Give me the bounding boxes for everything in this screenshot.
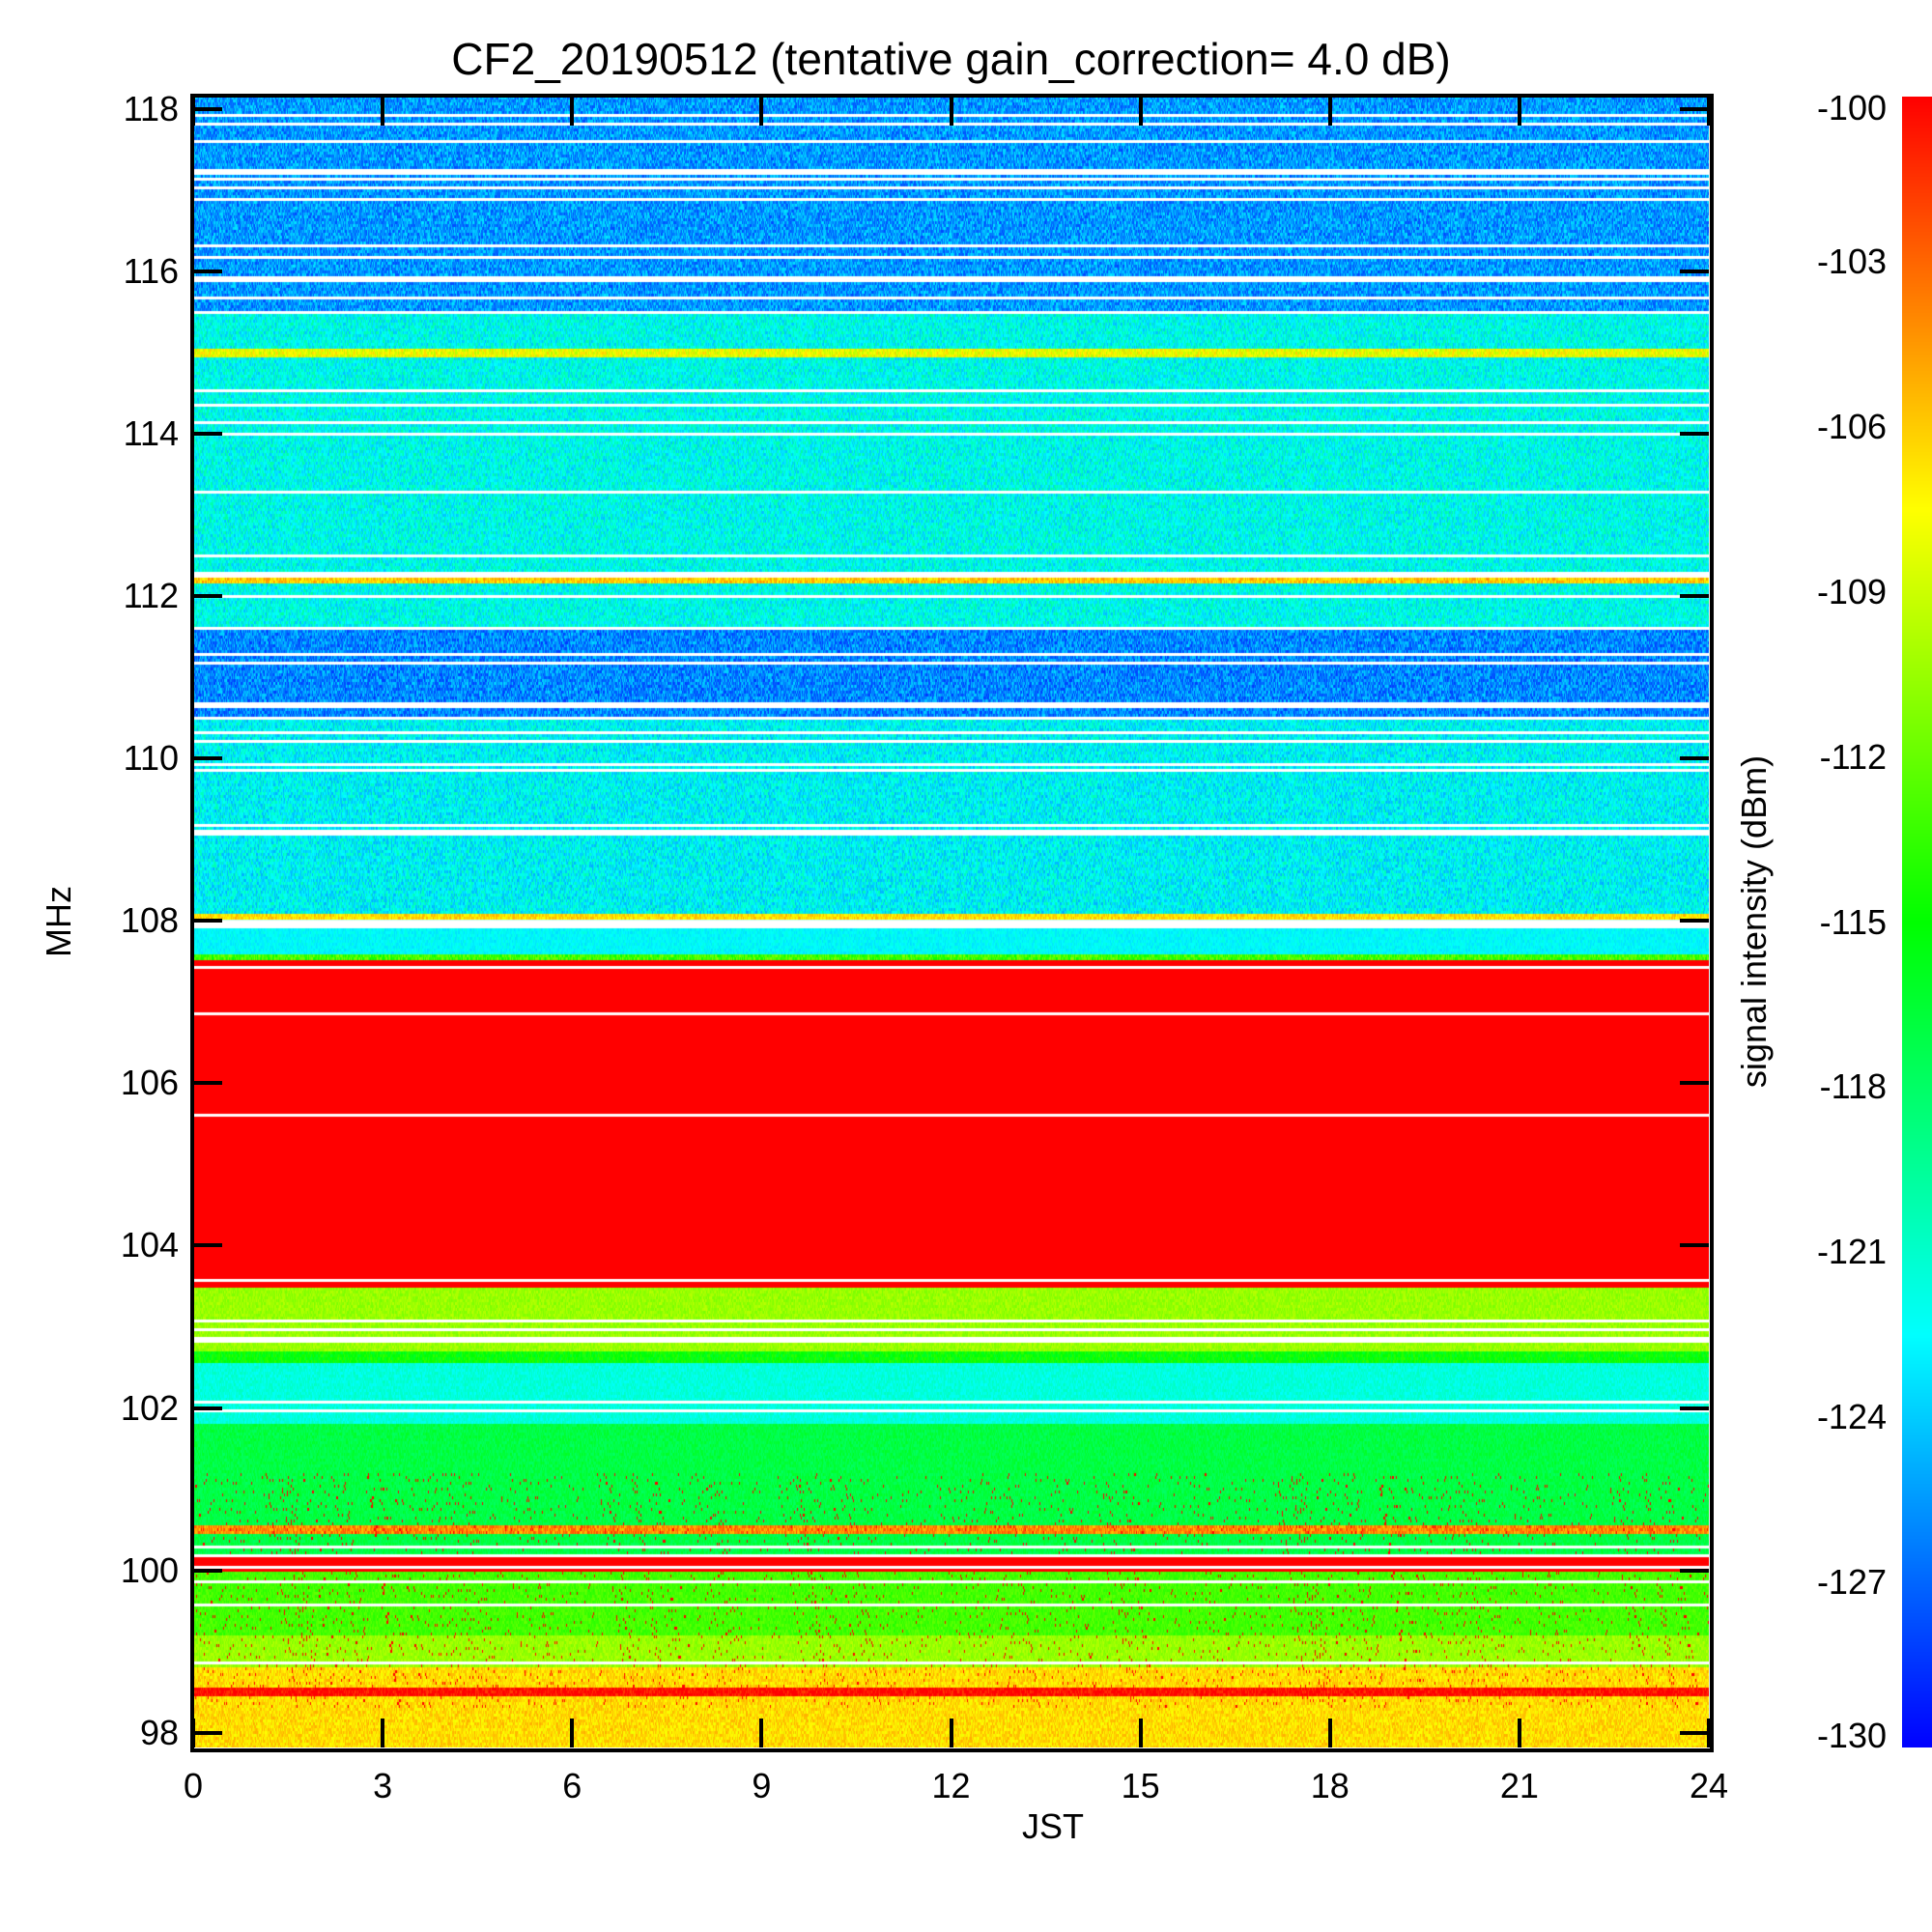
y-tick-left [193,1406,222,1410]
colorbar-tick-label: -118 [1819,1066,1887,1107]
y-tick-right [1680,593,1709,598]
y-tick-right [1680,1568,1709,1573]
x-tick-top [570,97,575,126]
x-tick-top [381,97,385,126]
y-axis-label: MHz [39,886,78,957]
x-tick-bottom [381,1719,385,1747]
y-tick-left [193,431,222,436]
x-tick-label: 9 [752,1766,772,1805]
y-tick-label: 114 [123,412,179,453]
y-tick-label: 106 [120,1063,179,1103]
x-tick-label: 6 [562,1766,582,1805]
y-tick-label: 98 [139,1712,179,1752]
x-tick-top [759,97,764,126]
y-tick-left [193,1081,222,1086]
y-tick-left [193,269,222,273]
x-tick-label: 24 [1689,1766,1729,1805]
y-tick-right [1680,1243,1709,1248]
x-tick-bottom [1517,1719,1521,1747]
y-tick-left [193,593,222,598]
y-tick-right [1680,1730,1709,1735]
y-tick-right [1680,106,1709,111]
x-tick-top [949,97,953,126]
x-tick-bottom [1327,1719,1332,1747]
colorbar-label: signal intensity (dBm) [1734,754,1774,1089]
y-tick-label: 118 [123,88,179,128]
x-tick-bottom [570,1719,575,1747]
x-tick-top [1517,97,1521,126]
colorbar-tick-label: -106 [1816,406,1887,446]
chart-title: CF2_20190512 (tentative gain_correction=… [451,34,1451,84]
colorbar-tick-label: -112 [1819,736,1887,777]
colorbar-tick-label: -103 [1816,241,1887,281]
x-tick-top [1707,97,1711,126]
colorbar-tick-label: -127 [1816,1562,1887,1603]
y-tick-right [1680,1081,1709,1086]
x-tick-label: 18 [1310,1766,1350,1805]
x-tick-label: 3 [373,1766,393,1805]
y-tick-label: 104 [120,1225,179,1265]
x-tick-bottom [191,1719,195,1747]
colorbar-tick-label: -115 [1819,901,1887,942]
y-tick-right [1680,431,1709,436]
y-tick-label: 102 [120,1387,179,1428]
x-tick-top [191,97,195,126]
spectrogram-heatmap [193,97,1709,1747]
colorbar [1902,97,1932,1747]
y-tick-left [193,756,222,761]
x-tick-bottom [759,1719,764,1747]
y-tick-left [193,1243,222,1248]
x-tick-label: 15 [1121,1766,1160,1805]
x-tick-top [1327,97,1332,126]
x-tick-top [1138,97,1143,126]
y-tick-label: 112 [123,575,179,615]
y-tick-left [193,1730,222,1735]
y-tick-right [1680,919,1709,923]
colorbar-tick-label: -124 [1816,1397,1887,1437]
spectrogram-plot-area [193,97,1709,1747]
x-tick-label: 0 [183,1766,204,1805]
y-tick-label: 108 [120,900,179,941]
colorbar-tick-label: -109 [1816,571,1887,611]
y-tick-label: 116 [123,250,179,291]
y-tick-label: 110 [123,738,179,779]
colorbar-tick-label: -100 [1816,88,1887,128]
y-tick-right [1680,269,1709,273]
x-tick-bottom [1707,1719,1711,1747]
x-tick-bottom [1138,1719,1143,1747]
y-tick-label: 100 [120,1549,179,1590]
x-tick-label: 21 [1499,1766,1539,1805]
y-tick-right [1680,756,1709,761]
colorbar-tick-label: -121 [1816,1232,1887,1272]
x-tick-label: 12 [931,1766,971,1805]
colorbar-tick-label: -130 [1816,1716,1887,1755]
x-axis-label: JST [1021,1806,1085,1846]
y-tick-left [193,106,222,111]
y-tick-left [193,919,222,923]
y-tick-left [193,1568,222,1573]
x-tick-bottom [949,1719,953,1747]
y-tick-right [1680,1406,1709,1410]
